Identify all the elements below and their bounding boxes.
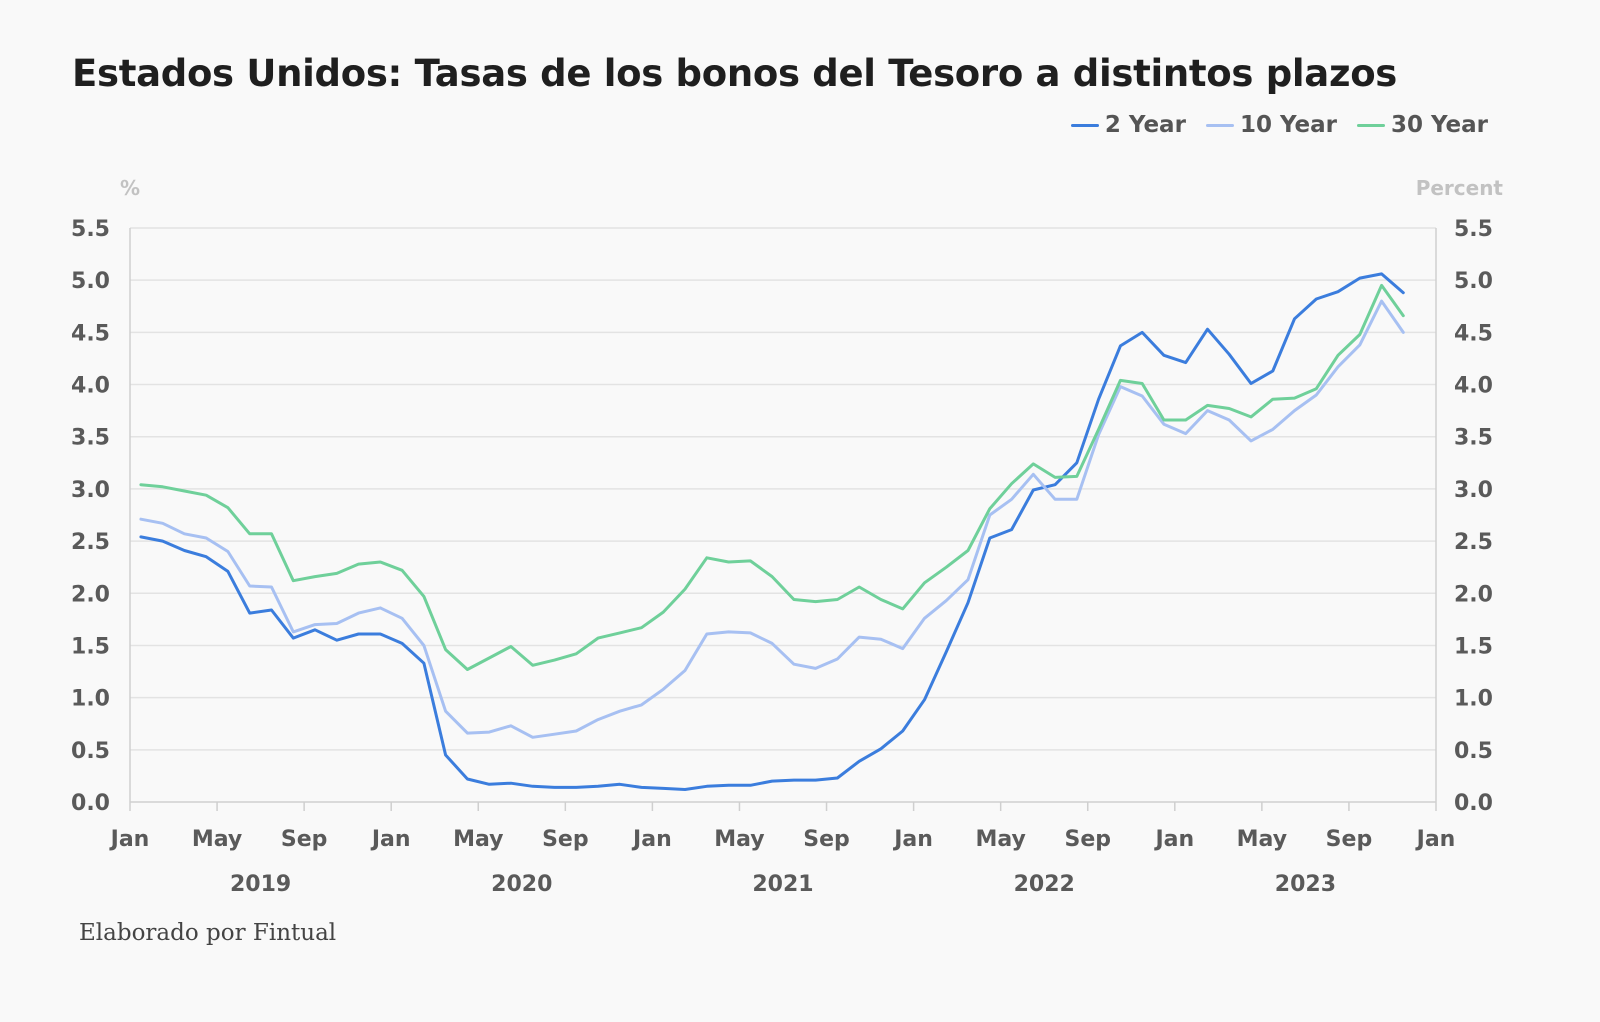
y-tick-label-right: 4.5 [1454,321,1493,346]
x-tick-label: May [975,827,1025,852]
x-tick-label: Jan [1415,827,1456,852]
x-tick-label: Jan [631,827,672,852]
y-tick-label-right: 2.5 [1454,530,1493,555]
y-tick-label-left: 1.5 [71,634,110,659]
legend-item-10-year[interactable]: 10 Year [1205,112,1337,138]
x-tick-label: Jan [109,827,150,852]
y-tick-label-right: 5.0 [1454,269,1493,294]
x-year-label: 2020 [491,872,552,897]
y-tick-label-right: 4.0 [1454,374,1493,399]
y-tick-label-left: 1.0 [71,687,110,712]
x-tick-label: Jan [892,827,933,852]
series-line-30-year [139,283,1405,671]
x-tick-label: Jan [1153,827,1194,852]
legend-label-10-year: 10 Year [1239,112,1337,138]
x-tick-label: May [192,827,242,852]
y-tick-label-left: 3.0 [71,478,110,503]
y-tick-label-right: 3.5 [1454,426,1493,451]
legend-label-2-year: 2 Year [1104,112,1186,138]
y-tick-label-right: 0.0 [1454,791,1493,816]
y-axis-unit-right: Percent [1416,176,1504,200]
y-tick-label-left: 4.0 [71,374,110,399]
x-year-label: 2021 [752,872,813,897]
y-tick-label-right: 0.5 [1454,739,1493,764]
series-line-10-year [139,299,1405,739]
x-tick-label: May [453,827,503,852]
y-tick-label-right: 5.5 [1454,217,1493,242]
y-tick-label-right: 3.0 [1454,478,1493,503]
x-tick-label: Jan [370,827,411,852]
y-tick-label-left: 4.5 [71,321,110,346]
y-tick-label-left: 2.5 [71,530,110,555]
y-tick-label-left: 0.0 [71,791,110,816]
legend-swatch-2-year [1070,123,1099,127]
y-tick-label-left: 2.0 [71,582,110,607]
x-tick-label: May [1237,827,1287,852]
legend: 2 Year 10 Year 30 Year [1070,112,1488,138]
chart-title: Estados Unidos: Tasas de los bonos del T… [72,52,1398,95]
y-tick-label-right: 2.0 [1454,582,1493,607]
y-tick-label-right: 1.0 [1454,687,1493,712]
y-axis-unit-left: % [120,176,140,200]
x-year-label: 2023 [1275,872,1336,897]
x-year-label: 2022 [1014,872,1075,897]
x-tick-label: Sep [1326,827,1373,852]
x-tick-label: May [714,827,764,852]
series-line-2-year [139,272,1405,791]
x-tick-label: Sep [542,827,589,852]
y-tick-label-left: 0.5 [71,739,110,764]
x-tick-label: Sep [281,827,328,852]
y-tick-label-left: 5.5 [71,217,110,242]
footer-credit: Elaborado por Fintual [79,920,337,946]
legend-item-2-year[interactable]: 2 Year [1070,112,1186,138]
x-tick-label: Sep [1064,827,1111,852]
y-tick-label-left: 5.0 [71,269,110,294]
legend-swatch-30-year [1356,123,1385,127]
legend-label-30-year: 30 Year [1390,112,1488,138]
x-tick-label: Sep [803,827,850,852]
x-year-label: 2019 [230,872,291,897]
legend-item-30-year[interactable]: 30 Year [1356,112,1488,138]
legend-swatch-10-year [1205,123,1234,127]
y-tick-label-right: 1.5 [1454,634,1493,659]
y-tick-label-left: 3.5 [71,426,110,451]
